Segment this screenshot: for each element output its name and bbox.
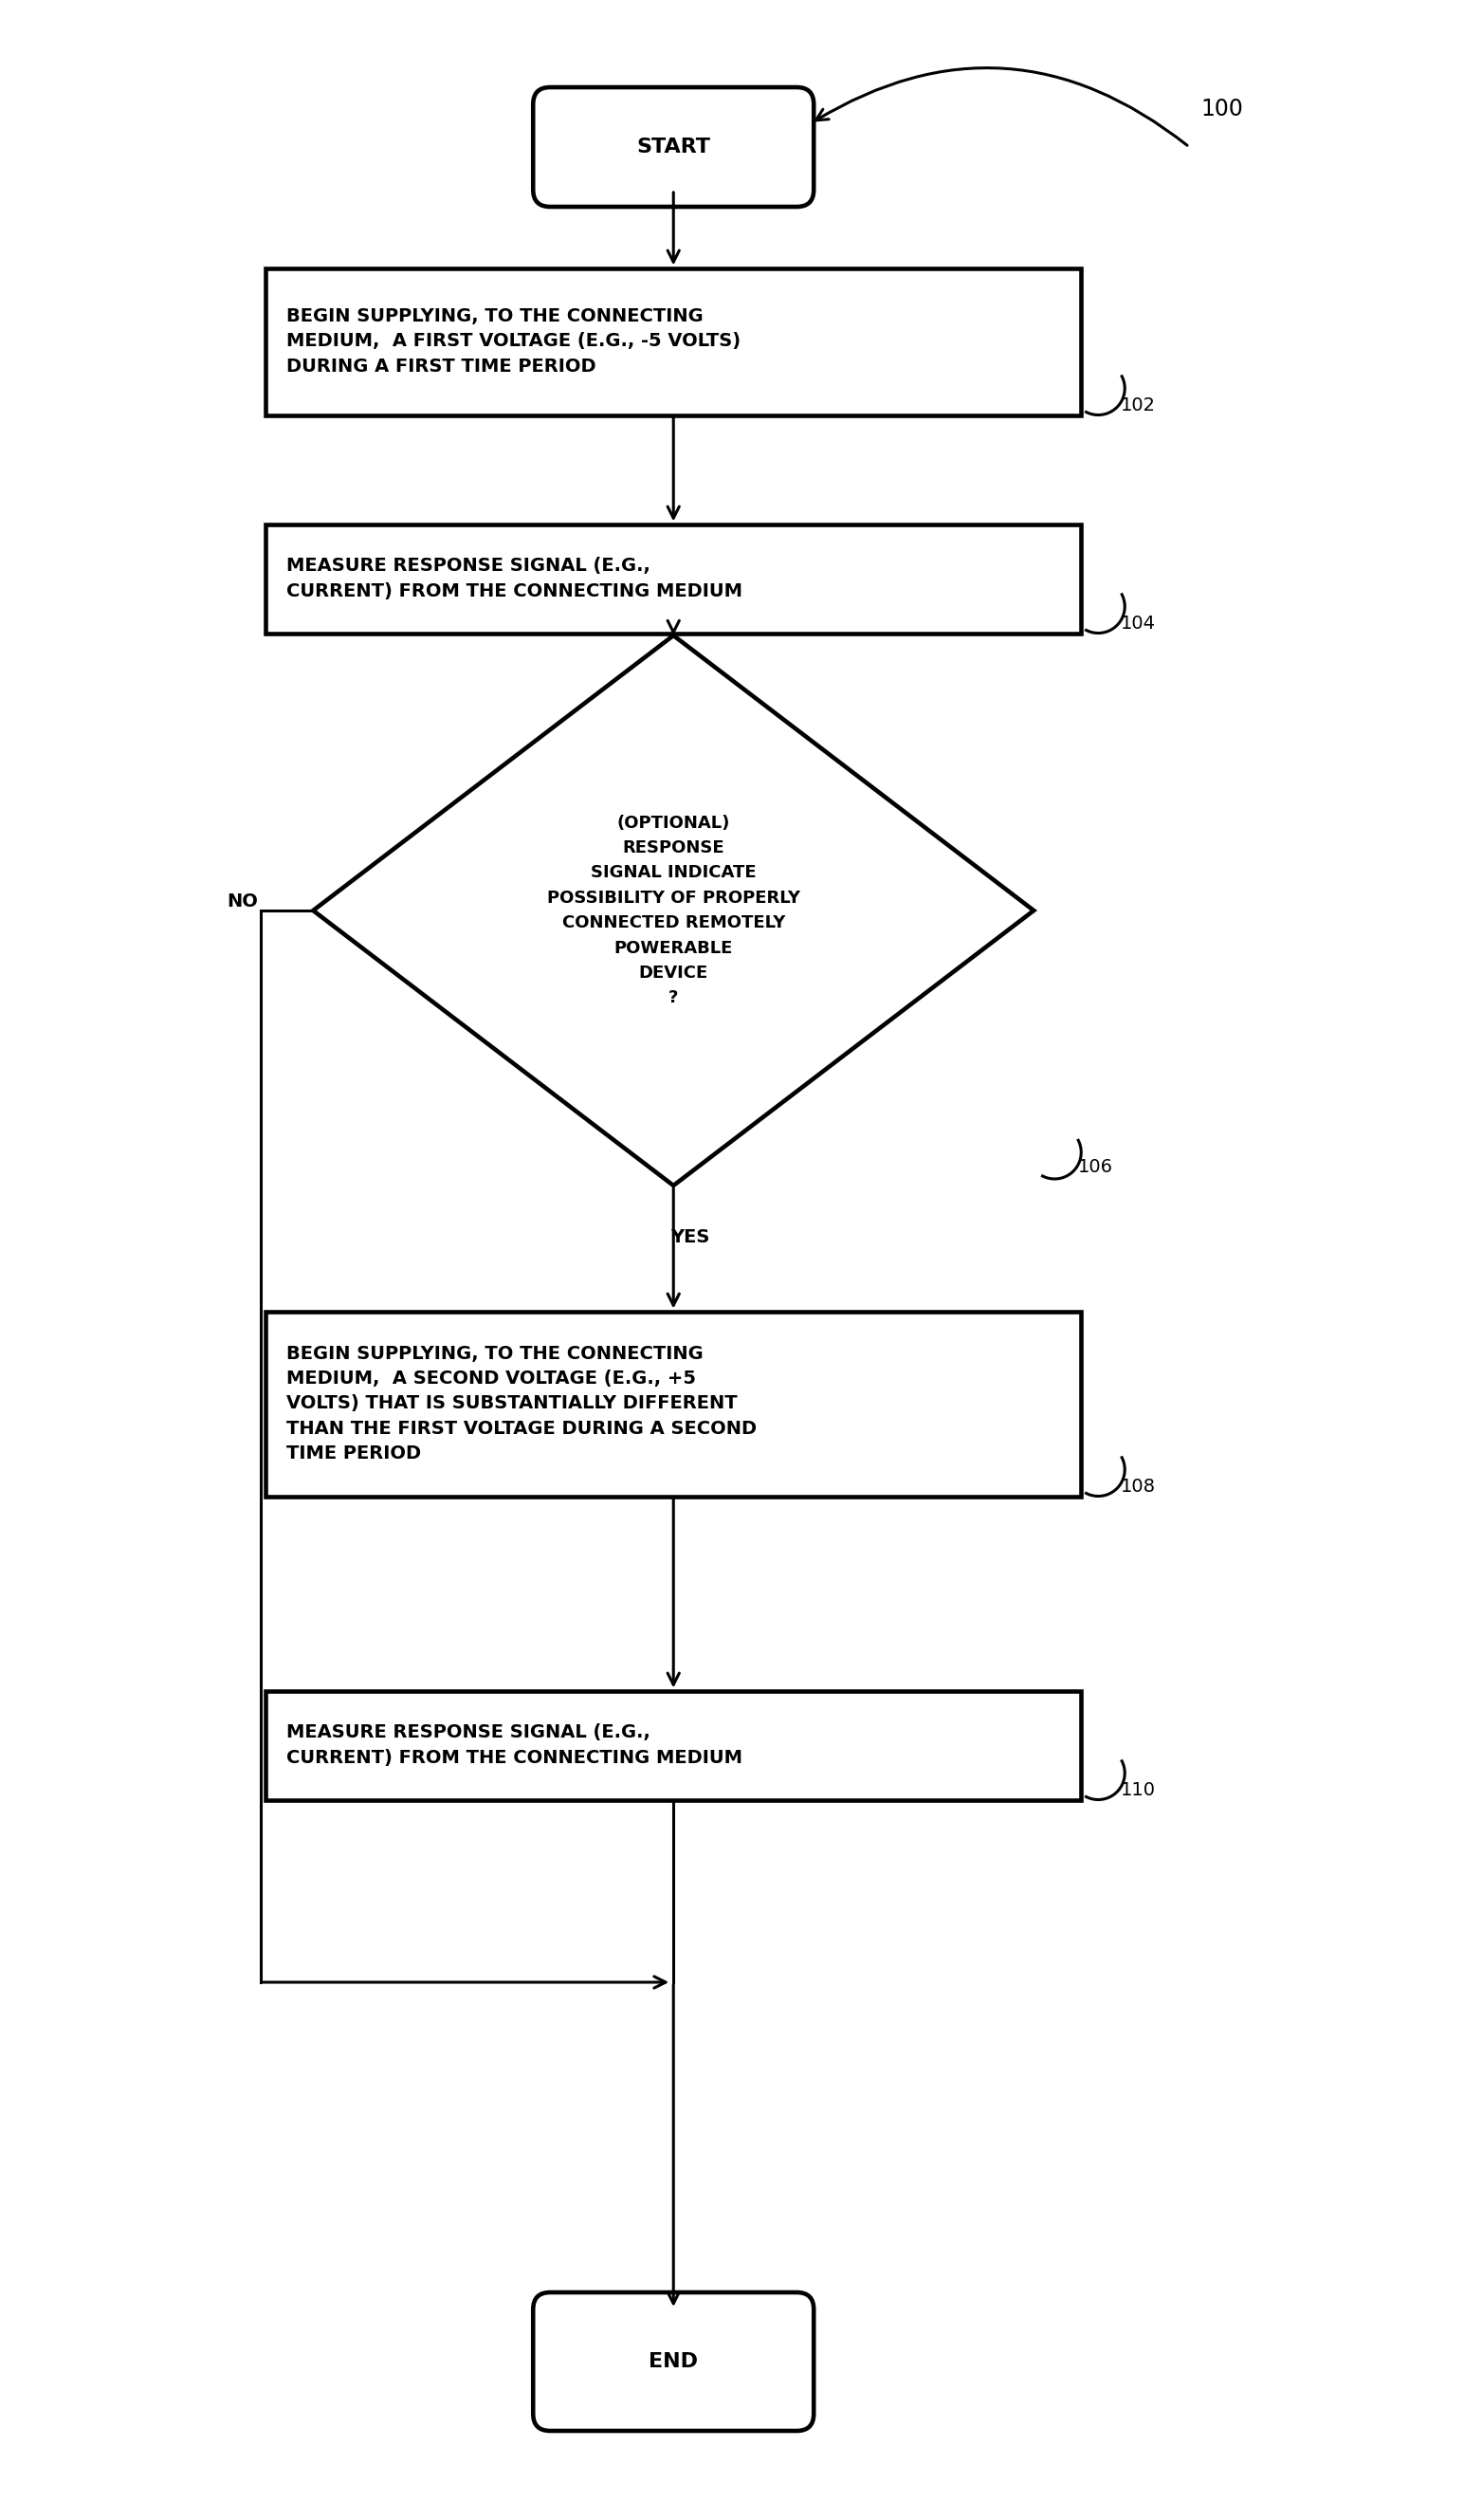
Bar xyxy=(266,1310,1080,1497)
Text: YES: YES xyxy=(671,1230,710,1247)
Text: BEGIN SUPPLYING, TO THE CONNECTING
MEDIUM,  A SECOND VOLTAGE (E.G., +5
VOLTS) TH: BEGIN SUPPLYING, TO THE CONNECTING MEDIU… xyxy=(287,1343,757,1464)
Text: 100: 100 xyxy=(1200,98,1244,121)
Text: START: START xyxy=(637,139,710,156)
Text: (OPTIONAL)
RESPONSE
SIGNAL INDICATE
POSSIBILITY OF PROPERLY
CONNECTED REMOTELY
P: (OPTIONAL) RESPONSE SIGNAL INDICATE POSS… xyxy=(548,814,799,1005)
Text: 102: 102 xyxy=(1120,396,1155,413)
Text: 108: 108 xyxy=(1120,1477,1155,1497)
Text: NO: NO xyxy=(227,892,258,910)
Text: 110: 110 xyxy=(1120,1782,1155,1799)
Polygon shape xyxy=(313,635,1034,1184)
Bar xyxy=(266,267,1080,416)
Text: END: END xyxy=(649,2351,698,2371)
Text: MEASURE RESPONSE SIGNAL (E.G.,
CURRENT) FROM THE CONNECTING MEDIUM: MEASURE RESPONSE SIGNAL (E.G., CURRENT) … xyxy=(287,557,742,600)
FancyBboxPatch shape xyxy=(533,88,814,207)
Text: 104: 104 xyxy=(1120,615,1155,633)
Text: MEASURE RESPONSE SIGNAL (E.G.,
CURRENT) FROM THE CONNECTING MEDIUM: MEASURE RESPONSE SIGNAL (E.G., CURRENT) … xyxy=(287,1724,742,1767)
Bar xyxy=(266,524,1080,633)
Text: BEGIN SUPPLYING, TO THE CONNECTING
MEDIUM,  A FIRST VOLTAGE (E.G., -5 VOLTS)
DUR: BEGIN SUPPLYING, TO THE CONNECTING MEDIU… xyxy=(287,307,741,375)
FancyBboxPatch shape xyxy=(533,2293,814,2432)
Bar xyxy=(266,1691,1080,1799)
Text: 106: 106 xyxy=(1078,1157,1113,1177)
